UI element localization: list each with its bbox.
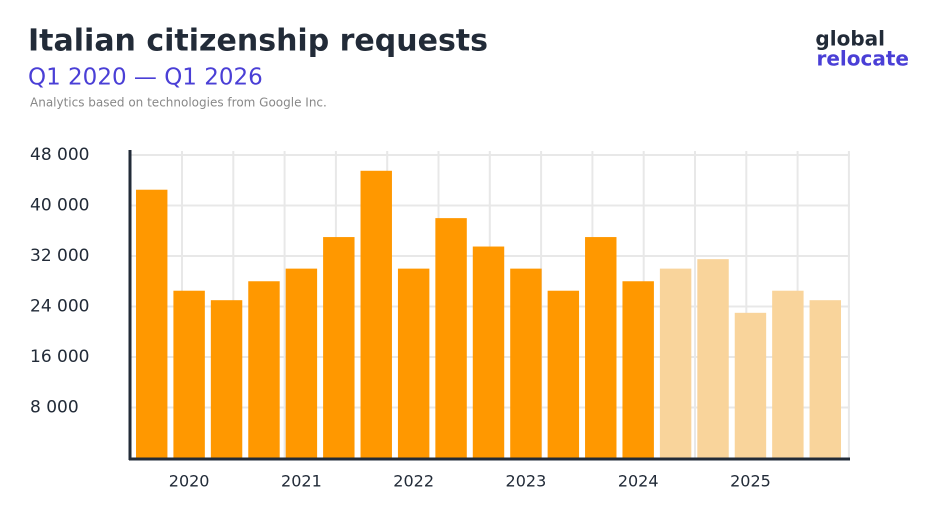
x-tick-label: 2021 [281, 472, 322, 491]
bar [397, 268, 430, 458]
bar [772, 290, 804, 458]
x-tick-label: 2025 [730, 472, 771, 491]
bar [585, 237, 617, 458]
bar [734, 312, 767, 458]
bar [472, 246, 505, 458]
y-tick-label: 24 000 [30, 297, 89, 317]
bar [285, 268, 318, 458]
y-tick-label: 8 000 [30, 398, 79, 418]
bar [435, 218, 467, 458]
logo-bottom: relocate [817, 47, 910, 71]
chart-subtitle: Q1 2020 — Q1 2026 [28, 65, 263, 91]
x-tick-label: 2024 [618, 472, 659, 491]
bar [360, 170, 392, 458]
y-tick-label: 48 000 [30, 145, 89, 165]
bar [135, 189, 168, 458]
chart-title: Italian citizenship requests [28, 24, 488, 59]
bar [173, 290, 205, 458]
bar [697, 259, 729, 458]
bar [659, 268, 692, 458]
x-tick-label: 2022 [393, 472, 434, 491]
y-tick-label: 40 000 [30, 196, 89, 216]
chart-note: Analytics based on technologies from Goo… [30, 96, 327, 110]
bar [248, 281, 280, 458]
bar [510, 268, 542, 458]
logo-top: global [815, 27, 885, 51]
bar [210, 300, 243, 458]
bar [547, 290, 580, 458]
x-tick-label: 2023 [506, 472, 547, 491]
bar [323, 237, 355, 458]
bar [622, 281, 654, 458]
x-tick-label: 2020 [169, 472, 210, 491]
y-tick-label: 16 000 [30, 347, 89, 367]
y-tick-label: 32 000 [30, 246, 89, 266]
bar [809, 300, 842, 458]
